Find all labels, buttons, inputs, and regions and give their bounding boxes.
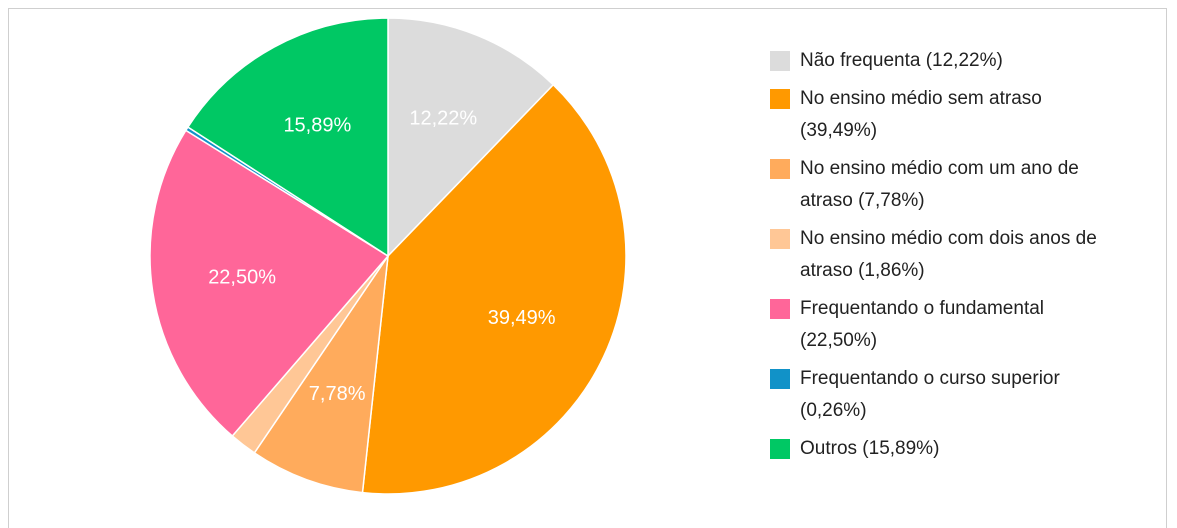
pie-slice (387, 17, 555, 258)
legend-swatch (770, 229, 790, 249)
chart: 12,22% 39,49% 7,78% 22,50% 15,89% (149, 17, 627, 495)
slice-label: 39,49% (488, 307, 556, 329)
pie-slice (186, 17, 389, 258)
legend-label: No ensino médio com um ano de atraso (7,… (800, 158, 1079, 211)
legend-swatch (770, 89, 790, 109)
frame (8, 8, 1167, 528)
legend-entry: Outros (15,89%) (770, 433, 1100, 465)
legend-entry: No ensino médio com um ano de atraso (7,… (770, 153, 1100, 217)
slice-label: 22,50% (208, 266, 276, 288)
pie-slice (149, 129, 390, 438)
slice-label: 12,22% (409, 107, 477, 129)
legend-entry: Não frequenta (12,22%) (770, 45, 1100, 77)
legend-swatch (770, 369, 790, 389)
pie-slice (361, 83, 627, 495)
legend-swatch (770, 51, 790, 71)
legend-entry: Frequentando o curso superior (0,26%) (770, 363, 1100, 427)
legend-label: Não frequenta (12,22%) (800, 50, 1003, 71)
legend-label: Outros (15,89%) (800, 438, 940, 459)
legend-label: Frequentando o fundamental (22,50%) (800, 298, 1045, 351)
legend: Não frequenta (12,22%) No ensino médio se… (770, 45, 1100, 471)
slice-label: 15,89% (283, 115, 351, 137)
legend-label: Frequentando o curso superior (0,26%) (800, 368, 1060, 421)
legend-entry: No ensino médio com dois anos de atraso … (770, 223, 1100, 287)
slice-label: 7,78% (309, 383, 366, 405)
legend-label: No ensino médio com dois anos de atraso … (800, 228, 1097, 281)
legend-swatch (770, 159, 790, 179)
legend-entry: No ensino médio sem atraso (39,49%) (770, 83, 1100, 147)
legend-label: No ensino médio sem atraso (39,49%) (800, 88, 1042, 141)
legend-swatch (770, 439, 790, 459)
legend-entry: Frequentando o fundamental (22,50%) (770, 293, 1100, 357)
pie-slice (253, 255, 389, 494)
legend-swatch (770, 299, 790, 319)
